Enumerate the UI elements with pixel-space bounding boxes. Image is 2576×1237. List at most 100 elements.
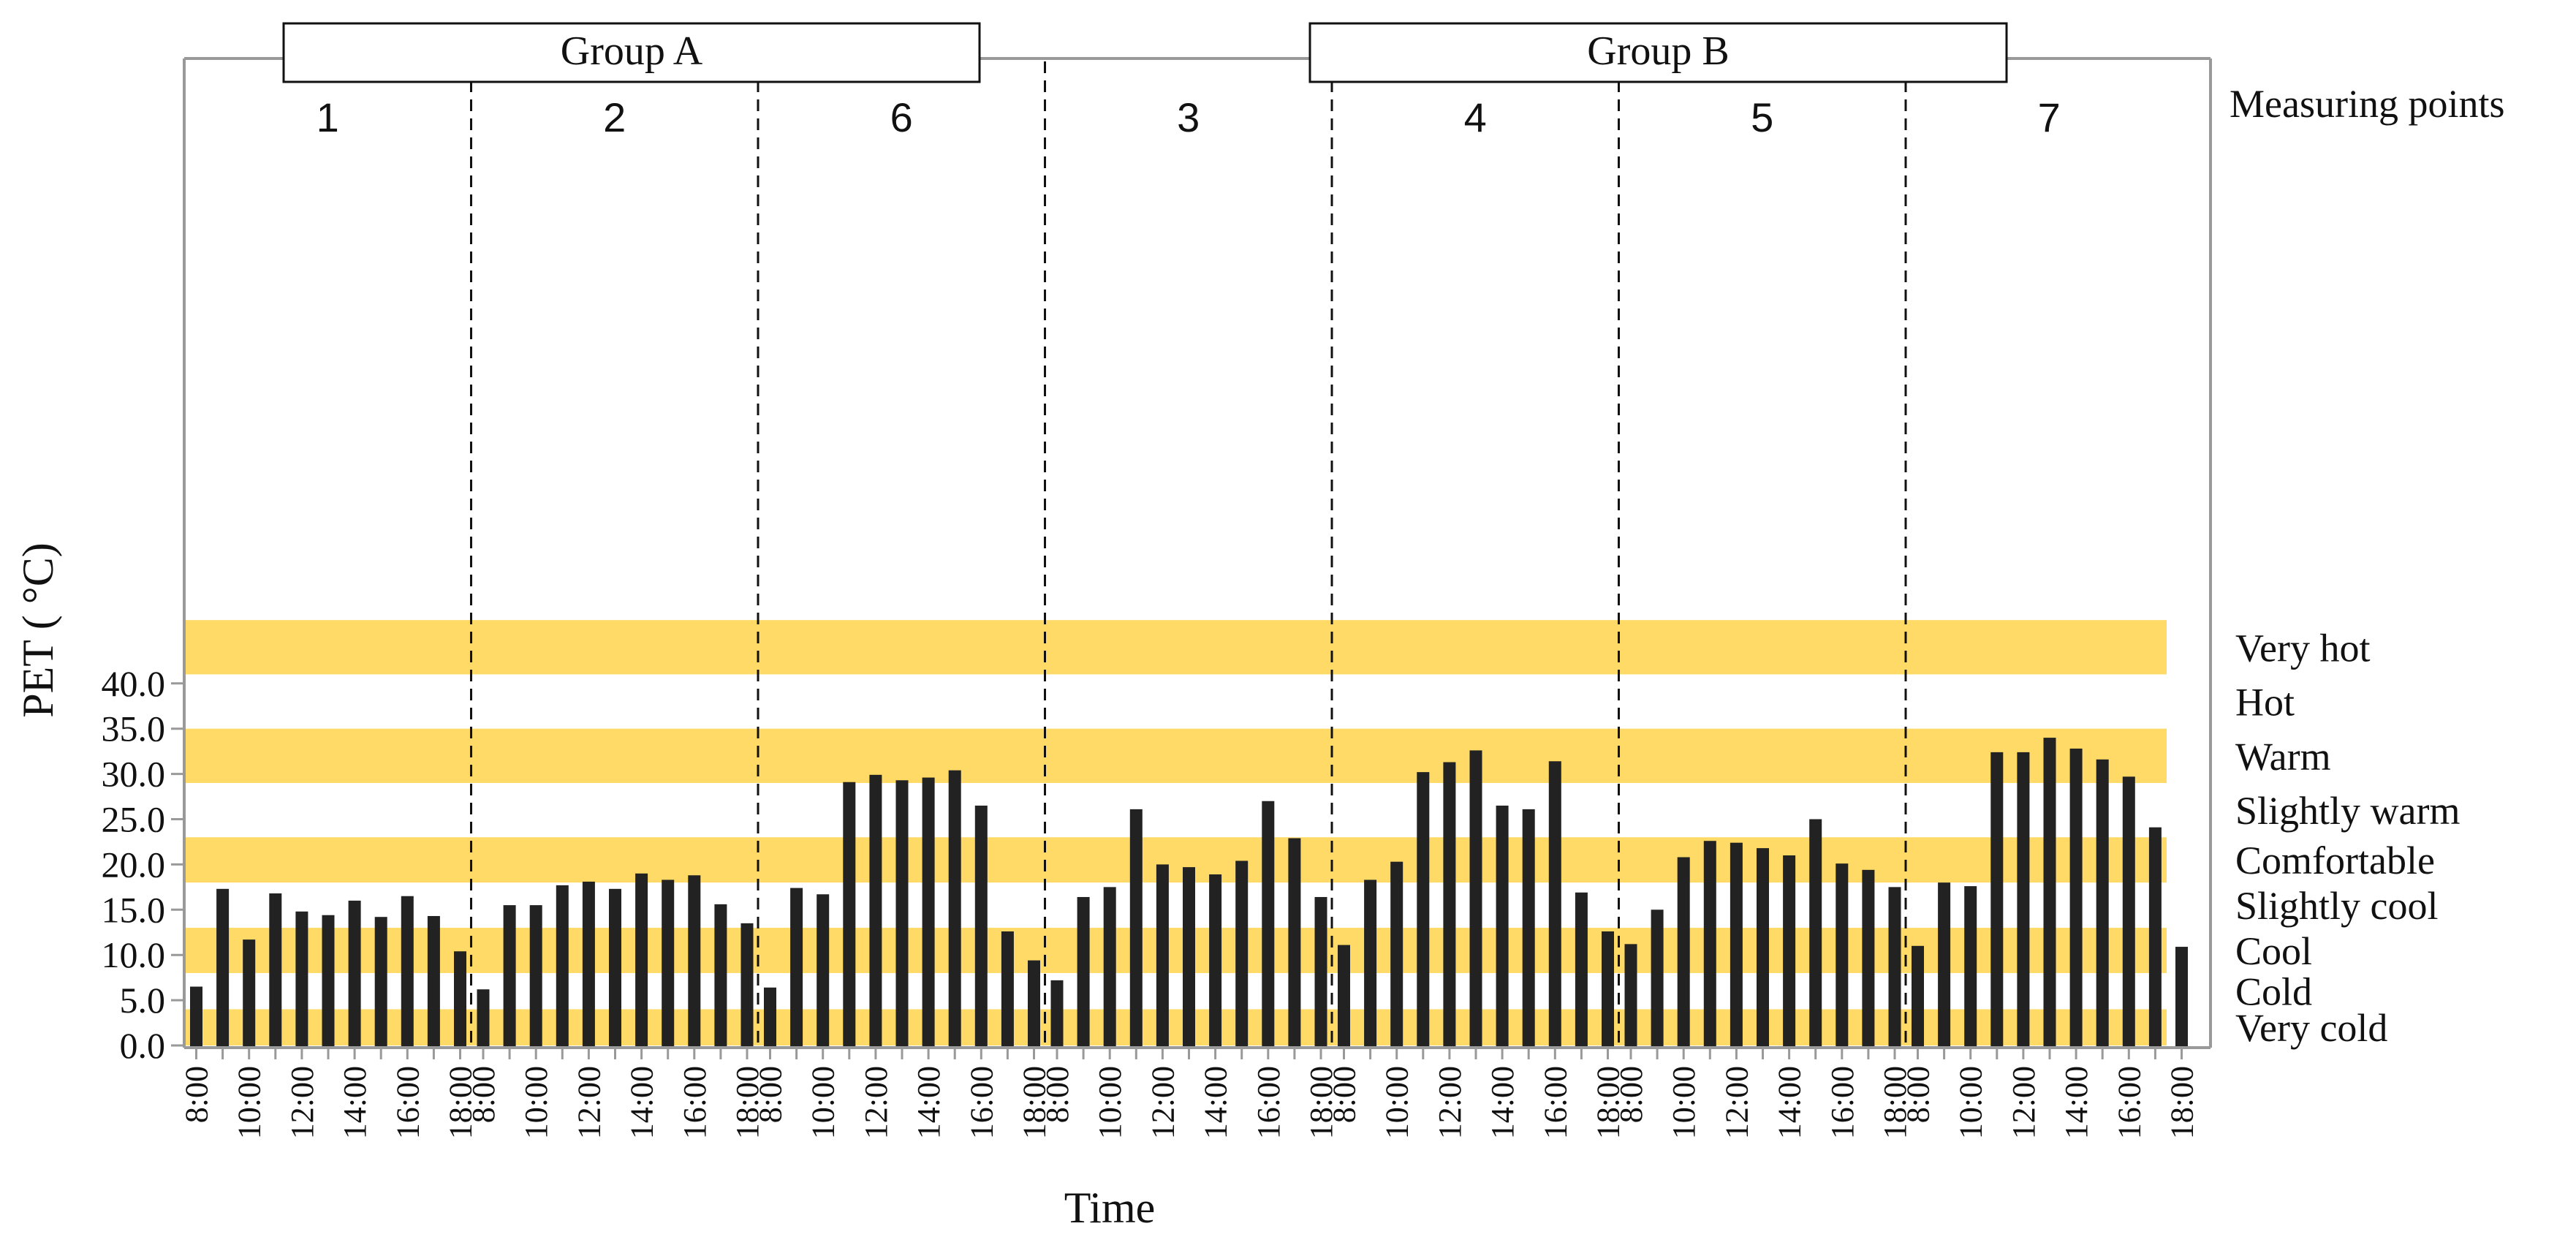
x-tick-label-7-1: 10:00 <box>1953 1066 1989 1139</box>
bar-5-2 <box>1677 857 1690 1046</box>
x-tick-label-5-0: 8:00 <box>1613 1066 1649 1123</box>
bar-2-6 <box>635 873 648 1046</box>
bar-7-10 <box>2175 947 2188 1046</box>
bar-7-0 <box>1912 945 1924 1046</box>
bar-5-8 <box>1836 863 1849 1046</box>
x-tick-label-2-1: 10:00 <box>518 1066 554 1139</box>
bar-5-9 <box>1862 869 1875 1046</box>
bar-2-0 <box>477 989 490 1046</box>
x-tick-label-6-3: 14:00 <box>911 1066 947 1139</box>
bar-1-9 <box>427 915 440 1046</box>
point-label-2: 2 <box>603 94 626 140</box>
x-tick-label-4-2: 12:00 <box>1432 1066 1468 1139</box>
band-label-1: Cold <box>2235 970 2312 1014</box>
bar-3-6 <box>1209 874 1222 1046</box>
bar-4-6 <box>1496 805 1509 1046</box>
band-label-4: Comfortable <box>2235 839 2435 882</box>
bar-2-7 <box>662 879 675 1046</box>
y-axis: 0.05.0 10.015.020.025.030.0 35.040.0 <box>102 663 184 1066</box>
bar-4-2 <box>1390 861 1403 1046</box>
point-label-3: 3 <box>1177 94 1200 140</box>
x-tick-label-7-5: 18:00 <box>2164 1066 2200 1139</box>
bar-2-4 <box>582 881 595 1046</box>
bar-1-10 <box>454 951 466 1046</box>
x-tick-label-6-2: 12:00 <box>858 1066 894 1139</box>
bar-1-6 <box>348 900 361 1046</box>
x-axis-title: Time <box>1064 1184 1156 1232</box>
band-8 <box>184 620 2167 675</box>
bar-2-3 <box>556 885 569 1046</box>
y-tick-label-1: 5.0 <box>120 980 166 1021</box>
point-dividers <box>470 61 1907 1048</box>
bar-7-1 <box>1938 882 1951 1046</box>
bar-1-5 <box>322 915 335 1046</box>
band-label-3: Slightly cool <box>2235 884 2439 928</box>
bar-6-5 <box>895 780 909 1046</box>
bar-6-6 <box>922 777 935 1046</box>
bar-1-7 <box>374 917 387 1046</box>
bar-6-3 <box>843 782 856 1046</box>
bar-5-3 <box>1703 841 1716 1046</box>
bar-4-7 <box>1522 809 1535 1046</box>
x-tick-label-3-0: 8:00 <box>1039 1066 1075 1123</box>
bar-5-7 <box>1809 819 1822 1046</box>
bar-3-2 <box>1103 887 1116 1046</box>
x-tick-label-1-2: 12:00 <box>284 1066 320 1139</box>
y-tick-label-0: 0.0 <box>120 1025 166 1066</box>
bar-3-1 <box>1077 896 1090 1046</box>
bar-2-2 <box>529 905 542 1046</box>
bar-6-10 <box>1028 960 1040 1046</box>
group-box-1 <box>1308 22 2008 83</box>
x-tick-label-1-0: 8:00 <box>179 1066 215 1123</box>
group-box-0 <box>282 22 981 83</box>
band-label-6: Warm <box>2235 735 2331 779</box>
x-tick-label-3-1: 10:00 <box>1092 1066 1128 1139</box>
y-tick-label-3: 15.0 <box>102 889 166 930</box>
bar-2-5 <box>609 888 621 1046</box>
bar-3-9 <box>1288 838 1301 1046</box>
bar-7-6 <box>2069 748 2083 1046</box>
bar-6-7 <box>948 770 961 1046</box>
bar-6-4 <box>869 774 882 1046</box>
y-tick-label-4: 20.0 <box>102 844 166 885</box>
band-label-5: Slightly warm <box>2235 789 2461 833</box>
x-tick-label-5-1: 10:00 <box>1666 1066 1702 1139</box>
x-tick-label-2-3: 14:00 <box>624 1066 660 1139</box>
group-label-1: Group B <box>1587 29 1729 74</box>
x-tick-label-5-2: 12:00 <box>1719 1066 1754 1139</box>
x-tick-label-3-4: 16:00 <box>1251 1066 1287 1139</box>
bar-5-1 <box>1651 909 1664 1046</box>
bar-6-1 <box>790 888 803 1046</box>
bar-1-4 <box>295 911 308 1046</box>
bar-4-10 <box>1602 931 1614 1046</box>
bar-7-4 <box>2017 752 2030 1046</box>
point-label-1: 1 <box>317 94 339 140</box>
bar-2-1 <box>503 905 516 1046</box>
bar-7-3 <box>1990 752 2004 1046</box>
x-tick-label-4-5: 18:00 <box>1591 1066 1626 1139</box>
bar-2-8 <box>688 875 701 1046</box>
bar-5-5 <box>1757 848 1769 1046</box>
bars <box>190 738 2188 1046</box>
bar-7-2 <box>1964 886 1977 1046</box>
bar-7-8 <box>2122 776 2135 1046</box>
x-tick-label-5-3: 14:00 <box>1772 1066 1808 1139</box>
measuring-points-label: Measuring points <box>2230 82 2504 126</box>
bar-4-9 <box>1575 892 1588 1046</box>
x-axis: 8:00 10:00 12:00 14:00 16:00 18:008:00 10:00 12… <box>179 1048 2200 1139</box>
x-tick-label-2-5: 18:00 <box>730 1066 765 1139</box>
y-tick-label-6: 30.0 <box>102 754 166 795</box>
x-tick-label-2-4: 16:00 <box>677 1066 713 1139</box>
bar-1-3 <box>269 893 282 1046</box>
x-tick-label-3-2: 12:00 <box>1145 1066 1181 1139</box>
bar-4-4 <box>1443 762 1456 1046</box>
x-tick-label-1-5: 18:00 <box>443 1066 479 1139</box>
bar-4-5 <box>1469 750 1482 1046</box>
band-label-0: Very cold <box>2235 1006 2387 1050</box>
point-label-5: 5 <box>1751 94 1773 140</box>
x-tick-label-6-5: 18:00 <box>1017 1066 1053 1139</box>
x-tick-label-1-1: 10:00 <box>232 1066 268 1139</box>
bar-1-2 <box>243 939 256 1046</box>
